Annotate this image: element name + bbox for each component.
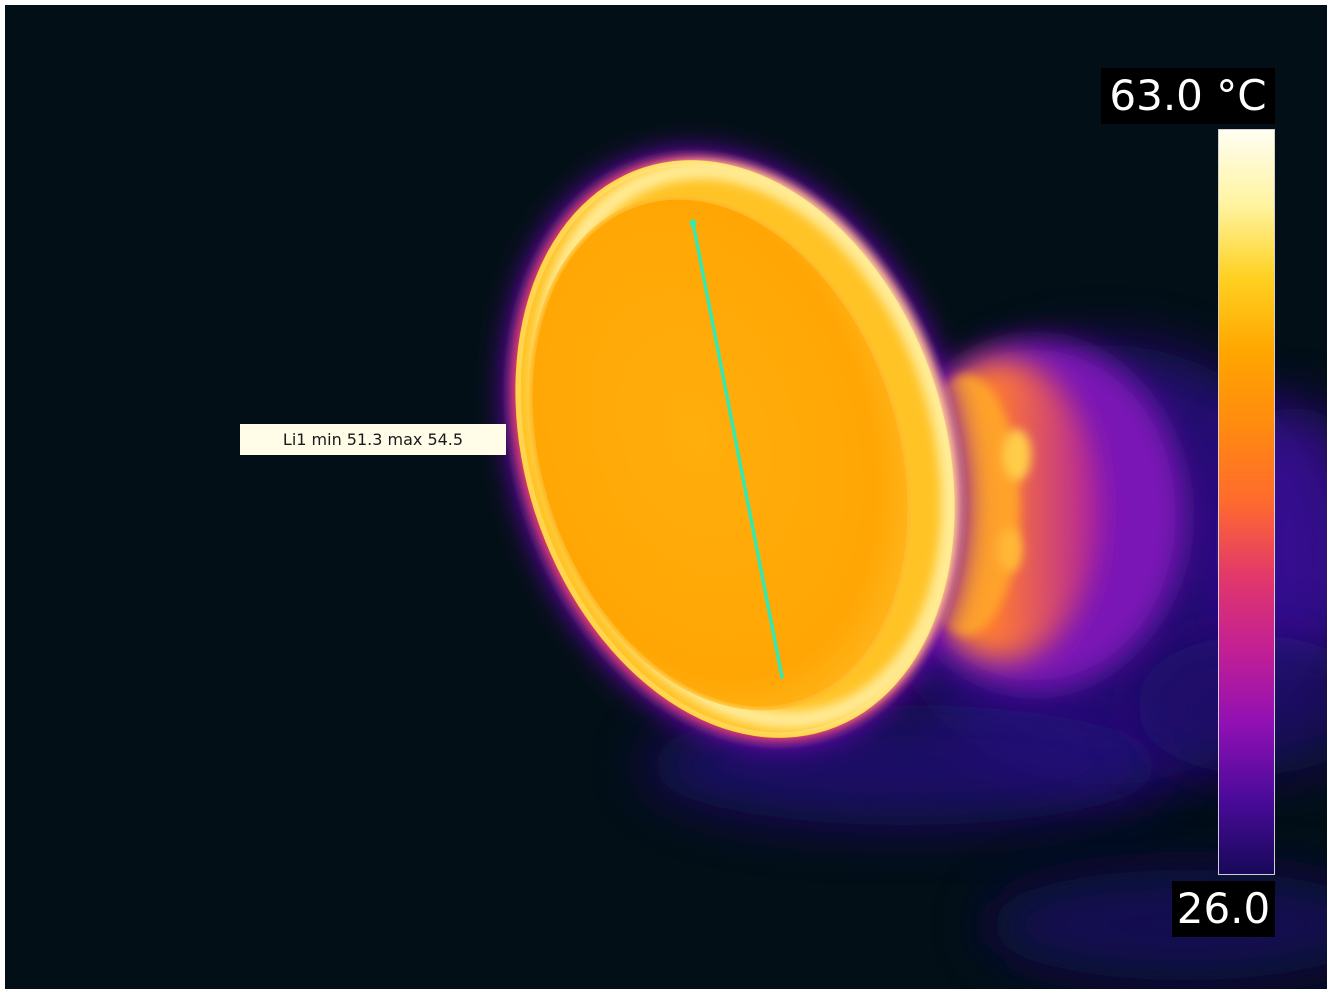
scale-min-label: 26.0 [1172, 881, 1275, 937]
temperature-scale-bar [1218, 129, 1275, 875]
thermal-image-frame: Li1 min 51.3 max 54.5 63.0 °C 26.0 [5, 5, 1327, 989]
measurement-line-endpoint[interactable] [689, 219, 697, 227]
measurement-line[interactable] [691, 221, 784, 679]
lens-face [528, 195, 912, 711]
measurement-label: Li1 min 51.3 max 54.5 [240, 424, 506, 455]
thermal-scene [503, 150, 1327, 980]
scale-max-label: 63.0 °C [1101, 68, 1275, 124]
